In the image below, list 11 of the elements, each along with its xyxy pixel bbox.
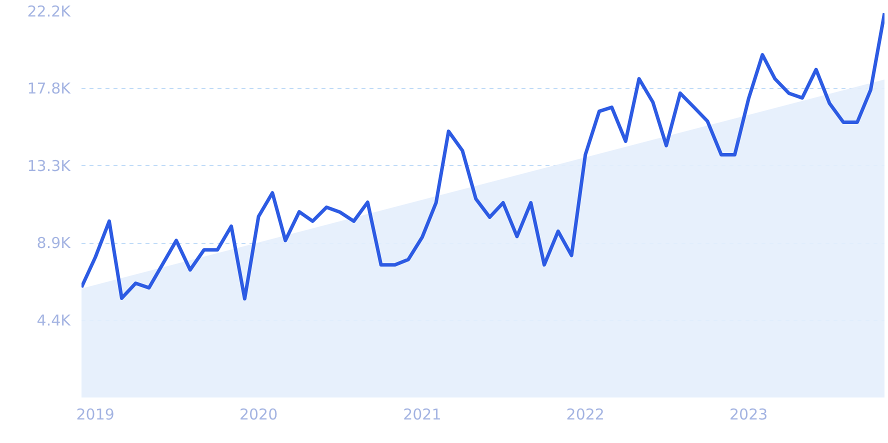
y-tick-label: 22.2K bbox=[27, 2, 72, 20]
x-tick-label: 2019 bbox=[76, 406, 114, 424]
y-tick-label: 17.8K bbox=[27, 80, 72, 98]
x-tick-label: 2022 bbox=[566, 406, 604, 424]
y-tick-label: 4.4K bbox=[36, 311, 72, 330]
x-tick-label: 2020 bbox=[239, 406, 278, 424]
line-series bbox=[82, 12, 884, 300]
y-tick-label: 8.9K bbox=[36, 234, 72, 252]
x-tick-label: 2021 bbox=[403, 406, 442, 424]
x-tick-label: 2023 bbox=[729, 406, 768, 424]
y-tick-label: 13.3K bbox=[27, 156, 72, 175]
